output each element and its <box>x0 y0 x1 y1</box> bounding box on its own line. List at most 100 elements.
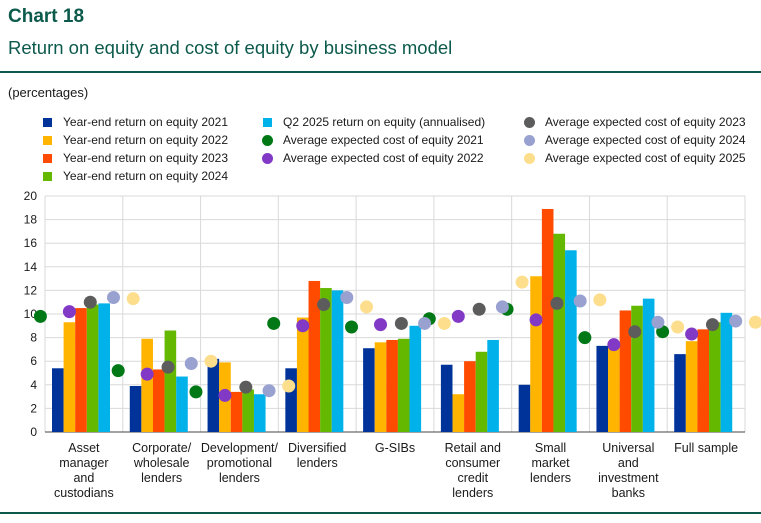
bar-5-1 <box>98 303 110 432</box>
dot-1-8 <box>578 331 592 345</box>
legend-label: Year-end return on equity 2024 <box>63 169 229 183</box>
dot-4-8 <box>651 315 665 329</box>
dot-5-5 <box>437 316 451 330</box>
legend-swatch <box>263 118 272 127</box>
dot-4-5 <box>418 316 432 330</box>
bar-3-6 <box>464 361 476 432</box>
dot-1-3 <box>189 385 203 399</box>
y-tick-label: 16 <box>24 236 38 250</box>
category-label: Full sample <box>674 441 738 455</box>
bar-1-1 <box>52 368 64 432</box>
dot-2-6 <box>451 309 465 323</box>
category-label: Diversified <box>288 441 346 455</box>
category-label: manager <box>59 456 108 470</box>
dot-3-6 <box>472 302 486 316</box>
bar-2-8 <box>608 347 620 432</box>
bar-1-6 <box>440 364 453 432</box>
bar-5-5 <box>409 325 422 432</box>
category-label: Development/ <box>201 441 279 455</box>
dot-1-4 <box>267 316 281 330</box>
category-label: lenders <box>530 471 571 485</box>
category-label: Asset <box>68 441 100 455</box>
category-label: lenders <box>452 486 493 500</box>
legend-swatch <box>524 135 535 146</box>
dot-1-2 <box>111 364 125 378</box>
category-label: market <box>531 456 570 470</box>
category-label: G-SIBs <box>375 441 415 455</box>
category-label: custodians <box>54 486 114 500</box>
dot-4-2 <box>184 357 198 371</box>
category-label: lenders <box>219 471 260 485</box>
bar-4-3 <box>242 389 254 432</box>
bar-3-2 <box>152 369 165 432</box>
bar-1-3 <box>207 358 220 432</box>
dot-5-2 <box>204 354 218 368</box>
dot-2-9 <box>685 327 699 341</box>
dot-1-5 <box>345 320 359 334</box>
category-label: Universal <box>602 441 654 455</box>
legend-label: Year-end return on equity 2022 <box>63 133 229 147</box>
dot-5-3 <box>282 379 296 393</box>
bar-2-4 <box>296 317 309 432</box>
y-tick-label: 6 <box>30 354 37 368</box>
dot-3-1 <box>83 295 97 309</box>
bar-3-3 <box>230 391 243 432</box>
category-label: investment <box>598 471 659 485</box>
category-label: promotional <box>207 456 272 470</box>
category-label: credit <box>457 471 488 485</box>
bar-5-6 <box>487 339 499 432</box>
y-tick-label: 14 <box>24 260 38 274</box>
dot-4-3 <box>262 384 276 398</box>
y-tick-label: 10 <box>24 307 38 321</box>
category-label: Retail and <box>445 441 501 455</box>
dot-3-5 <box>394 316 408 330</box>
bar-2-5 <box>374 342 387 432</box>
dot-5-4 <box>360 300 374 314</box>
legend-label: Average expected cost of equity 2023 <box>545 115 746 129</box>
y-tick-label: 0 <box>30 425 37 439</box>
category-label: and <box>618 456 639 470</box>
dot-5-8 <box>671 320 685 334</box>
bar-1-2 <box>129 385 142 432</box>
y-tick-label: 8 <box>30 331 37 345</box>
bottom-rule <box>0 512 761 514</box>
bar-4-2 <box>164 330 177 432</box>
legend-swatch <box>43 154 52 163</box>
category-label: consumer <box>445 456 500 470</box>
bar-2-9 <box>685 341 698 432</box>
bar-5-2 <box>176 376 188 432</box>
category-label: and <box>73 471 94 485</box>
category-label: Small <box>535 441 566 455</box>
category-label: lenders <box>141 471 182 485</box>
category-label: banks <box>612 486 645 500</box>
bar-3-4 <box>308 280 321 432</box>
legend-label: Year-end return on equity 2023 <box>63 151 229 165</box>
dot-5-7 <box>593 293 607 307</box>
bar-5-4 <box>331 290 344 432</box>
dot-3-9 <box>706 318 720 332</box>
y-tick-label: 20 <box>24 189 38 203</box>
chart-title: Return on equity and cost of equity by b… <box>8 37 453 58</box>
dot-4-4 <box>340 290 354 304</box>
bar-3-1 <box>75 308 87 432</box>
category-label: Corporate/ <box>132 441 192 455</box>
category-label: lenders <box>297 456 338 470</box>
dot-2-7 <box>529 313 543 327</box>
legend-label: Average expected cost of equity 2022 <box>283 151 484 165</box>
dot-4-9 <box>729 314 743 328</box>
dot-1-1 <box>33 309 47 323</box>
bar-2-7 <box>530 276 542 432</box>
bar-5-3 <box>253 394 266 432</box>
dot-4-1 <box>106 290 120 304</box>
bar-4-7 <box>553 233 566 432</box>
y-tick-label: 4 <box>30 378 37 392</box>
bar-1-4 <box>285 368 297 432</box>
y-tick-label: 2 <box>30 401 37 415</box>
dot-3-7 <box>550 296 564 310</box>
dot-2-4 <box>296 319 310 333</box>
bar-1-8 <box>596 345 609 432</box>
bar-3-9 <box>697 329 710 432</box>
dot-4-6 <box>495 300 509 314</box>
bar-5-8 <box>642 298 655 432</box>
